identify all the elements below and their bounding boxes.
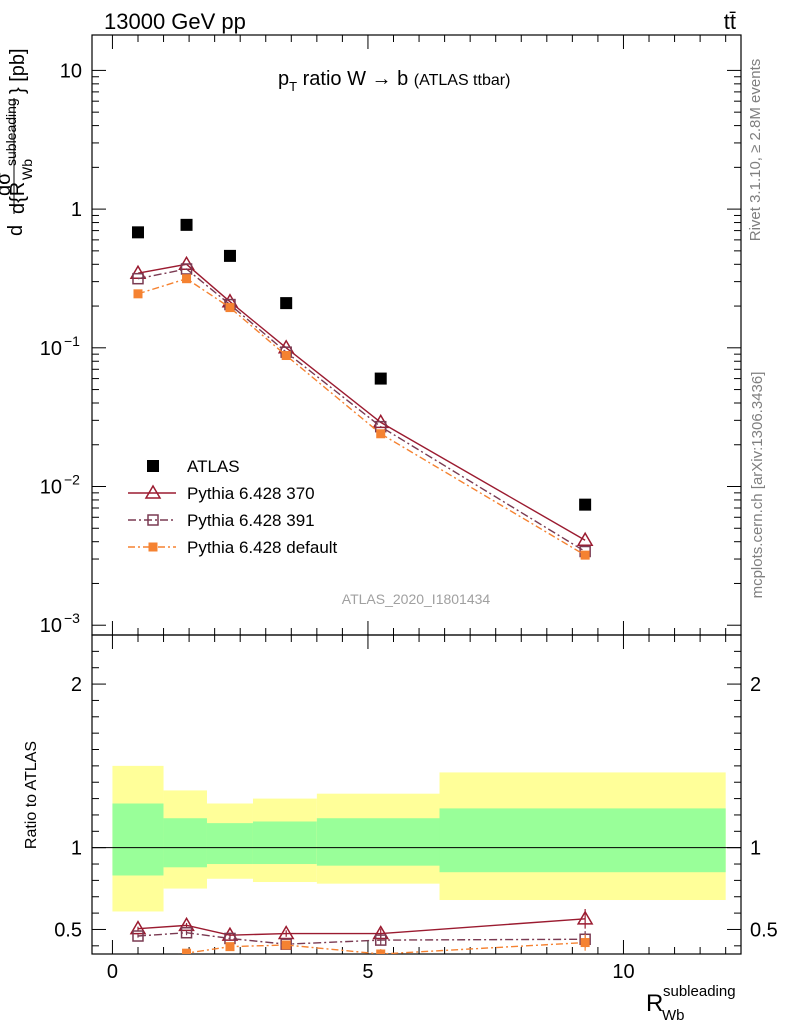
data-point-0-3	[280, 297, 293, 310]
legend-label-3: Pythia 6.428 default	[187, 538, 338, 557]
x-tick-label: 10	[612, 961, 634, 983]
svg-text:d{R: d{R	[7, 182, 29, 214]
plot-title: pT ratio W → b (ATLAS ttbar)	[278, 68, 510, 94]
header-energy-label: 13000 GeV pp	[104, 9, 246, 34]
data-point-3-1	[182, 274, 192, 284]
data-point-0-2	[223, 249, 236, 262]
svg-text:subleading: subleading	[3, 98, 19, 166]
data-point-0-4	[374, 372, 387, 385]
main-y-axis-label: d d{R Wb subleading } [pb] dσ fid	[0, 48, 35, 236]
ratio-y-tick-label: 1	[71, 838, 82, 860]
svg-text:Wb: Wb	[19, 159, 35, 180]
series-line-1	[137, 263, 586, 541]
legend-label-1: Pythia 6.428 370	[187, 484, 315, 503]
data-point-0-5	[579, 498, 592, 511]
ratio-y-tick-label-right: 1	[750, 838, 761, 860]
ratio-y-axis-label: Ratio to ATLAS	[23, 741, 40, 849]
ratio-point-2-1	[182, 948, 192, 954]
series-line-3	[137, 277, 586, 556]
rivet-version-label: Rivet 3.1.10, ≥ 2.8M events	[747, 59, 764, 242]
legend-marker-1	[144, 484, 162, 499]
ratio-point-0-0	[129, 920, 147, 935]
uncertainty-bands	[112, 765, 726, 912]
ratio-y-tick-label-right: 0.5	[750, 919, 778, 941]
y-tick-label: 10	[60, 60, 82, 82]
green-band-5	[439, 808, 726, 873]
data-point-2-1	[180, 263, 193, 275]
legend: ATLAS Pythia 6.428 370 Pythia 6.428 391 Pyt…	[128, 457, 338, 557]
legend-marker-3	[148, 542, 158, 552]
ratio-y-tick-label-right: 2	[750, 674, 761, 696]
ratio-point-2-3	[281, 940, 291, 950]
ratio-plot-frame	[91, 634, 742, 955]
legend-label-2: Pythia 6.428 391	[187, 511, 315, 530]
data-point-3-2	[225, 303, 235, 313]
green-band-3	[252, 821, 317, 865]
ratio-point-1-4	[374, 934, 387, 946]
mcplots-label: mcplots.cern.ch [arXiv:1306.3436]	[749, 372, 766, 599]
ratio-line-0	[137, 918, 586, 936]
y-tick-label: 10	[40, 338, 62, 360]
ratio-point-0-5	[576, 910, 594, 925]
legend-marker-2	[147, 514, 159, 526]
ratio-point-1-0	[132, 930, 144, 942]
y-tick-label: 10	[40, 615, 62, 637]
y-tick-label: 10	[40, 477, 62, 499]
svg-text:Wb: Wb	[662, 1007, 685, 1024]
analysis-watermark: ATLAS_2020_I1801434	[342, 591, 491, 607]
ratio-point-2-2	[225, 942, 235, 952]
green-band-2	[206, 823, 253, 865]
ratio-y-tick-label: 2	[71, 674, 82, 696]
data-point-0-0	[131, 226, 144, 239]
y-tick-exponent: −3	[64, 610, 80, 626]
legend-label-0: ATLAS	[187, 457, 240, 476]
x-tick-label: 5	[362, 961, 373, 983]
svg-text:subleading: subleading	[663, 983, 736, 1000]
data-point-2-0	[132, 272, 144, 285]
green-band-4	[316, 818, 440, 866]
ratio-series-group	[129, 909, 594, 967]
svg-text:R: R	[646, 990, 663, 1017]
y-tick-exponent: −2	[64, 472, 80, 488]
y-tick-label: 1	[71, 199, 82, 221]
svg-text:dσ: dσ	[0, 172, 15, 196]
data-point-3-0	[133, 289, 143, 299]
data-point-3-4	[376, 429, 386, 439]
svg-text:d: d	[5, 225, 27, 236]
data-point-3-3	[281, 351, 291, 361]
x-tick-label: 0	[107, 961, 118, 983]
axis-ticks	[92, 35, 741, 954]
green-band-0	[112, 803, 164, 876]
y-tick-exponent: −1	[64, 333, 80, 349]
ratio-point-2-0	[133, 958, 142, 967]
data-point-1-5	[576, 531, 594, 546]
ratio-y-tick-label: 0.5	[54, 919, 82, 941]
ratio-point-1-1	[180, 926, 193, 939]
ratio-line-2	[178, 941, 586, 954]
data-point-3-5	[580, 550, 590, 560]
legend-marker-0	[147, 460, 159, 472]
ratio-point-2-5	[580, 938, 590, 948]
series-line-2	[137, 268, 586, 553]
ratio-point-2-4	[376, 949, 386, 954]
x-axis-label: R Wb subleading	[646, 983, 736, 1024]
ratio-line-1	[137, 932, 586, 945]
svg-text:} [pb]: } [pb]	[7, 48, 29, 94]
header-process-label: tt̄	[724, 9, 736, 34]
data-point-0-1	[180, 218, 193, 231]
green-band-1	[163, 818, 207, 868]
svg-text:fid: fid	[0, 155, 3, 170]
main-series-group	[129, 218, 594, 560]
